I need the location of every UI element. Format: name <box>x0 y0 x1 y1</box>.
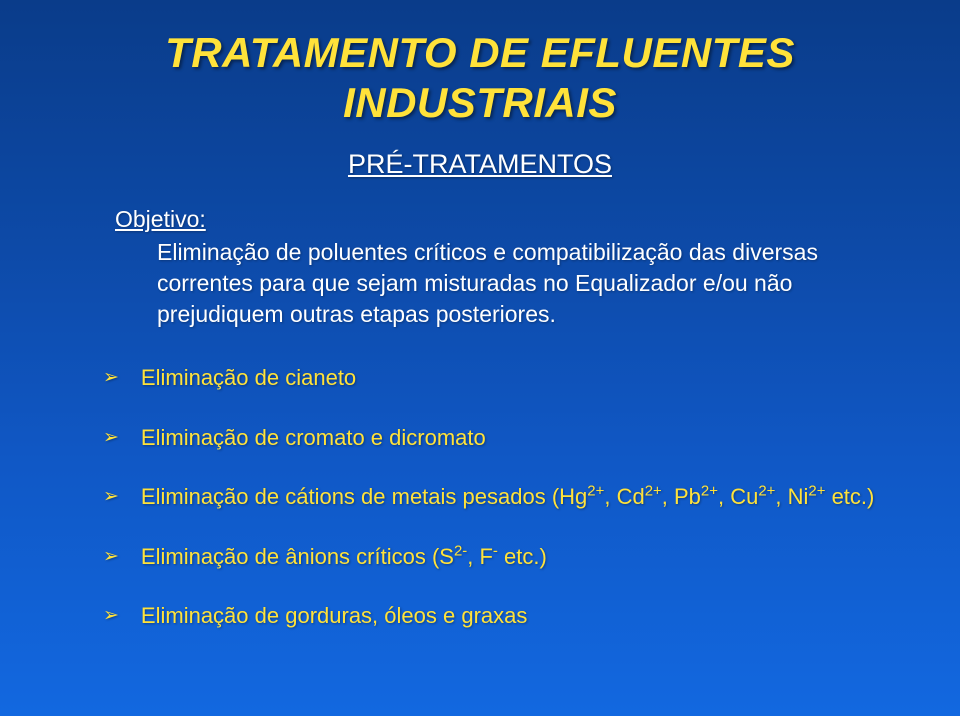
list-item: ➢ Eliminação de ânions críticos (S2-, F-… <box>103 543 905 571</box>
bullet-text: Eliminação de cromato e dicromato <box>141 424 486 452</box>
slide-title: TRATAMENTO DE EFLUENTES INDUSTRIAIS <box>55 28 905 127</box>
title-line-2: INDUSTRIAIS <box>343 79 617 126</box>
objective-label: Objetivo: <box>115 206 865 233</box>
list-item: ➢ Eliminação de gorduras, óleos e graxas <box>103 602 905 630</box>
bullet-marker-icon: ➢ <box>103 485 119 508</box>
list-item: ➢ Eliminação de cromato e dicromato <box>103 424 905 452</box>
bullet-text: Eliminação de gorduras, óleos e graxas <box>141 602 527 630</box>
bullet-marker-icon: ➢ <box>103 426 119 449</box>
title-line-1: TRATAMENTO DE EFLUENTES <box>165 29 795 76</box>
bullet-text: Eliminação de cátions de metais pesados … <box>141 483 874 511</box>
bullet-marker-icon: ➢ <box>103 545 119 568</box>
list-item: ➢ Eliminação de cianeto <box>103 364 905 392</box>
bullet-text: Eliminação de ânions críticos (S2-, F- e… <box>141 543 547 571</box>
bullet-list: ➢ Eliminação de cianeto ➢ Eliminação de … <box>103 364 905 630</box>
bullet-marker-icon: ➢ <box>103 366 119 389</box>
objective-block: Objetivo: Eliminação de poluentes crític… <box>115 206 865 330</box>
bullet-text: Eliminação de cianeto <box>141 364 356 392</box>
bullet-marker-icon: ➢ <box>103 604 119 627</box>
objective-text: Eliminação de poluentes críticos e compa… <box>157 237 865 330</box>
slide-subtitle: PRÉ-TRATAMENTOS <box>55 149 905 180</box>
list-item: ➢ Eliminação de cátions de metais pesado… <box>103 483 905 511</box>
slide-container: TRATAMENTO DE EFLUENTES INDUSTRIAIS PRÉ-… <box>0 0 960 716</box>
